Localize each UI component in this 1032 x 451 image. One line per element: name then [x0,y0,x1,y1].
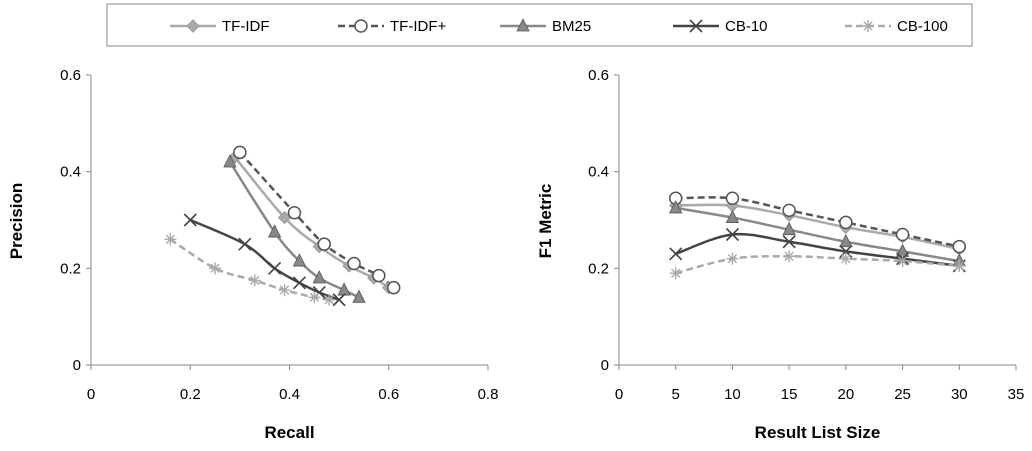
data-point-tf-idf [895,227,910,242]
data-point-tf-idf [839,215,853,230]
data-point-bm25 [267,224,282,238]
data-point-cb-100 [839,252,852,265]
data-point-bm25 [223,154,237,168]
x-tick-label: 0.4 [279,386,300,403]
y-tick-label: 0 [601,357,609,374]
series-line-cb-10 [189,218,340,301]
data-point-bm25 [839,233,853,248]
legend-label-tf-idf: TF-IDF [222,18,269,35]
data-point-bm25 [312,270,326,284]
data-point-cb-10 [238,237,252,251]
data-point-cb-10 [183,213,197,227]
data-point-cb-10 [669,247,683,261]
series-line-bm25 [675,206,960,263]
x-tick-label: 0.2 [180,386,201,403]
data-point-cb-10 [725,227,739,242]
x-tick-label: 10 [724,386,741,403]
legend: TF-IDF TF-IDF+ BM25 CB-10 CB-100 [106,3,973,47]
data-point-cb-100 [164,233,177,246]
series-line-cb-100 [675,254,960,275]
series-line-tf-idf [675,203,960,251]
x-tick-label: 5 [672,386,680,403]
legend-marker-tf-idf [354,19,368,33]
x-tick-label: 0 [615,386,623,403]
data-point-tf-idf [233,145,247,160]
x-tick-label: 0 [87,386,95,403]
series-line-tf-idf [233,156,390,289]
y-tick-label: 0 [73,357,81,374]
data-point-bm25 [352,289,366,303]
data-point-cb-100 [783,250,796,263]
y-tick-label: 0.2 [588,260,609,277]
legend-label-tf-idf: TF-IDF+ [390,18,446,35]
legend-label-cb-100: CB-100 [897,18,948,35]
legend-label-bm25: BM25 [552,18,591,35]
data-point-cb-10 [782,235,796,249]
data-point-tf-idf [952,239,967,254]
series-line-tf-idf [238,151,395,289]
x-tick-label: 15 [781,386,798,403]
y-tick-label: 0.4 [588,164,609,181]
x-tick-label: 30 [951,386,968,403]
data-point-cb-100 [726,252,739,265]
x-tick-label: 20 [838,386,855,403]
precision-recall-chart: 0 0.2 0.4 0.6 0 0.2 0.4 0.6 0.8 Recall Precision [7,67,498,442]
y-tick-label: 0.6 [60,67,81,84]
legend-marker-tf-idf [186,19,200,33]
data-point-cb-10 [332,293,346,307]
data-point-bm25 [725,209,740,223]
data-point-bm25 [782,221,796,236]
data-point-tf-idf [372,268,386,283]
y-tick-label: 0.4 [60,164,81,181]
data-point-cb-100 [896,255,909,268]
data-point-cb-100 [669,267,682,280]
data-point-tf-idf [317,237,331,251]
data-point-tf-idf [725,191,740,205]
data-point-cb-100 [278,284,291,297]
y-tick-label: 0.2 [60,260,81,277]
legend-label-cb-10: CB-10 [725,18,768,35]
data-point-bm25 [669,200,683,214]
data-point-cb-10 [292,276,306,290]
series-line-cb-10 [675,232,960,268]
data-point-tf-idf [782,203,796,218]
x-tick-label: 0.6 [378,386,399,403]
legend-marker-bm25 [516,18,530,32]
legend-marker-cb-10 [689,19,703,33]
data-point-cb-100 [209,262,222,275]
data-point-cb-100 [953,259,966,272]
y-axis-title: Precision [7,183,26,260]
data-point-cb-100 [308,291,321,304]
x-tick-label: 0.8 [478,386,499,403]
x-tick-label: 25 [894,386,911,403]
legend-marker-cb-100 [862,20,874,32]
x-axis-title: Result List Size [755,423,881,442]
data-point-bm25 [292,253,307,267]
data-point-tf-idf [386,280,401,295]
x-tick-label: 35 [1008,386,1025,403]
f1-by-list-size-chart: 0 0.2 0.4 0.6 0 5 10 15 20 25 30 35 Result List Size… [536,67,1024,442]
data-point-cb-100 [323,293,336,306]
data-point-tf-idf [347,256,361,271]
data-point-cb-100 [248,274,261,287]
data-point-cb-10 [268,261,282,275]
x-axis-title: Recall [264,423,314,442]
y-tick-label: 0.6 [588,67,609,84]
y-axis-title: F1 Metric [536,184,555,259]
data-point-tf-idf [287,206,302,220]
